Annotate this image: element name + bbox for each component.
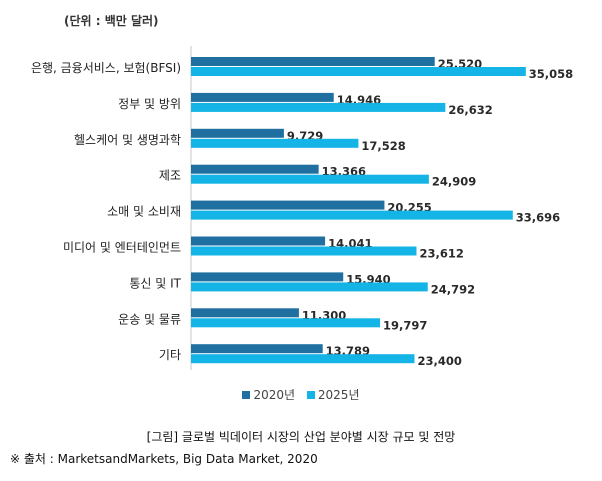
bar-2025	[191, 246, 417, 256]
category-label: 통신 및 IT	[129, 276, 181, 290]
category-label: 제조	[159, 169, 181, 183]
bar-2020	[191, 200, 385, 210]
legend-label-2020: 2020년	[253, 388, 296, 402]
bar-2020	[191, 128, 284, 138]
unit-label: (단위 : 백만 달러)	[64, 14, 159, 28]
data-label-2025: 26,632	[448, 103, 492, 117]
bar-2025	[191, 282, 428, 292]
bar-2020	[191, 236, 326, 246]
legend: 2020년 2025년	[0, 386, 602, 403]
bar-2020	[191, 57, 435, 66]
bar-2025	[191, 354, 415, 364]
data-label-2025: 23,612	[419, 247, 463, 261]
category-label: 미디어 및 엔터테인먼트	[63, 241, 181, 255]
data-label-2025: 23,400	[417, 354, 461, 368]
bar-2025	[191, 174, 429, 184]
bar-2025	[191, 67, 526, 76]
bar-2025	[191, 138, 359, 148]
category-label: 기타	[159, 348, 181, 362]
category-label: 운송 및 물류	[118, 312, 181, 326]
category-label: 소매 및 소비재	[107, 205, 181, 219]
bar-2020	[191, 272, 344, 282]
bar-2025	[191, 210, 513, 220]
data-label-2025: 19,797	[383, 318, 427, 332]
data-label-2025: 33,696	[516, 211, 560, 225]
category-label: 은행, 금융서비스, 보험(BFSI)	[31, 60, 181, 75]
data-label-2025: 17,528	[361, 139, 405, 153]
legend-item-2025: 2025년	[306, 386, 360, 403]
bar-2020	[191, 164, 319, 174]
bar-2025	[191, 102, 446, 112]
figure-caption: [그림] 글로벌 빅데이터 시장의 산업 분야별 시장 규모 및 전망	[146, 430, 456, 444]
source-note: ※ 출처 : MarketsandMarkets, Big Data Marke…	[10, 452, 318, 466]
bar-2025	[191, 318, 381, 328]
legend-item-2020: 2020년	[242, 386, 295, 403]
data-label-2025: 24,792	[431, 282, 475, 296]
legend-swatch-2020	[242, 391, 251, 399]
data-label-2025: 35,058	[529, 67, 573, 81]
bar-2020	[191, 92, 334, 102]
bar-2020	[191, 308, 299, 318]
bar-2020	[191, 344, 323, 354]
category-label: 정부 및 방위	[118, 97, 181, 111]
legend-label-2025: 2025년	[317, 388, 360, 402]
legend-swatch-2025	[306, 391, 315, 399]
category-label: 헬스케어 및 생명과학	[74, 133, 181, 147]
data-label-2025: 24,909	[432, 175, 476, 189]
